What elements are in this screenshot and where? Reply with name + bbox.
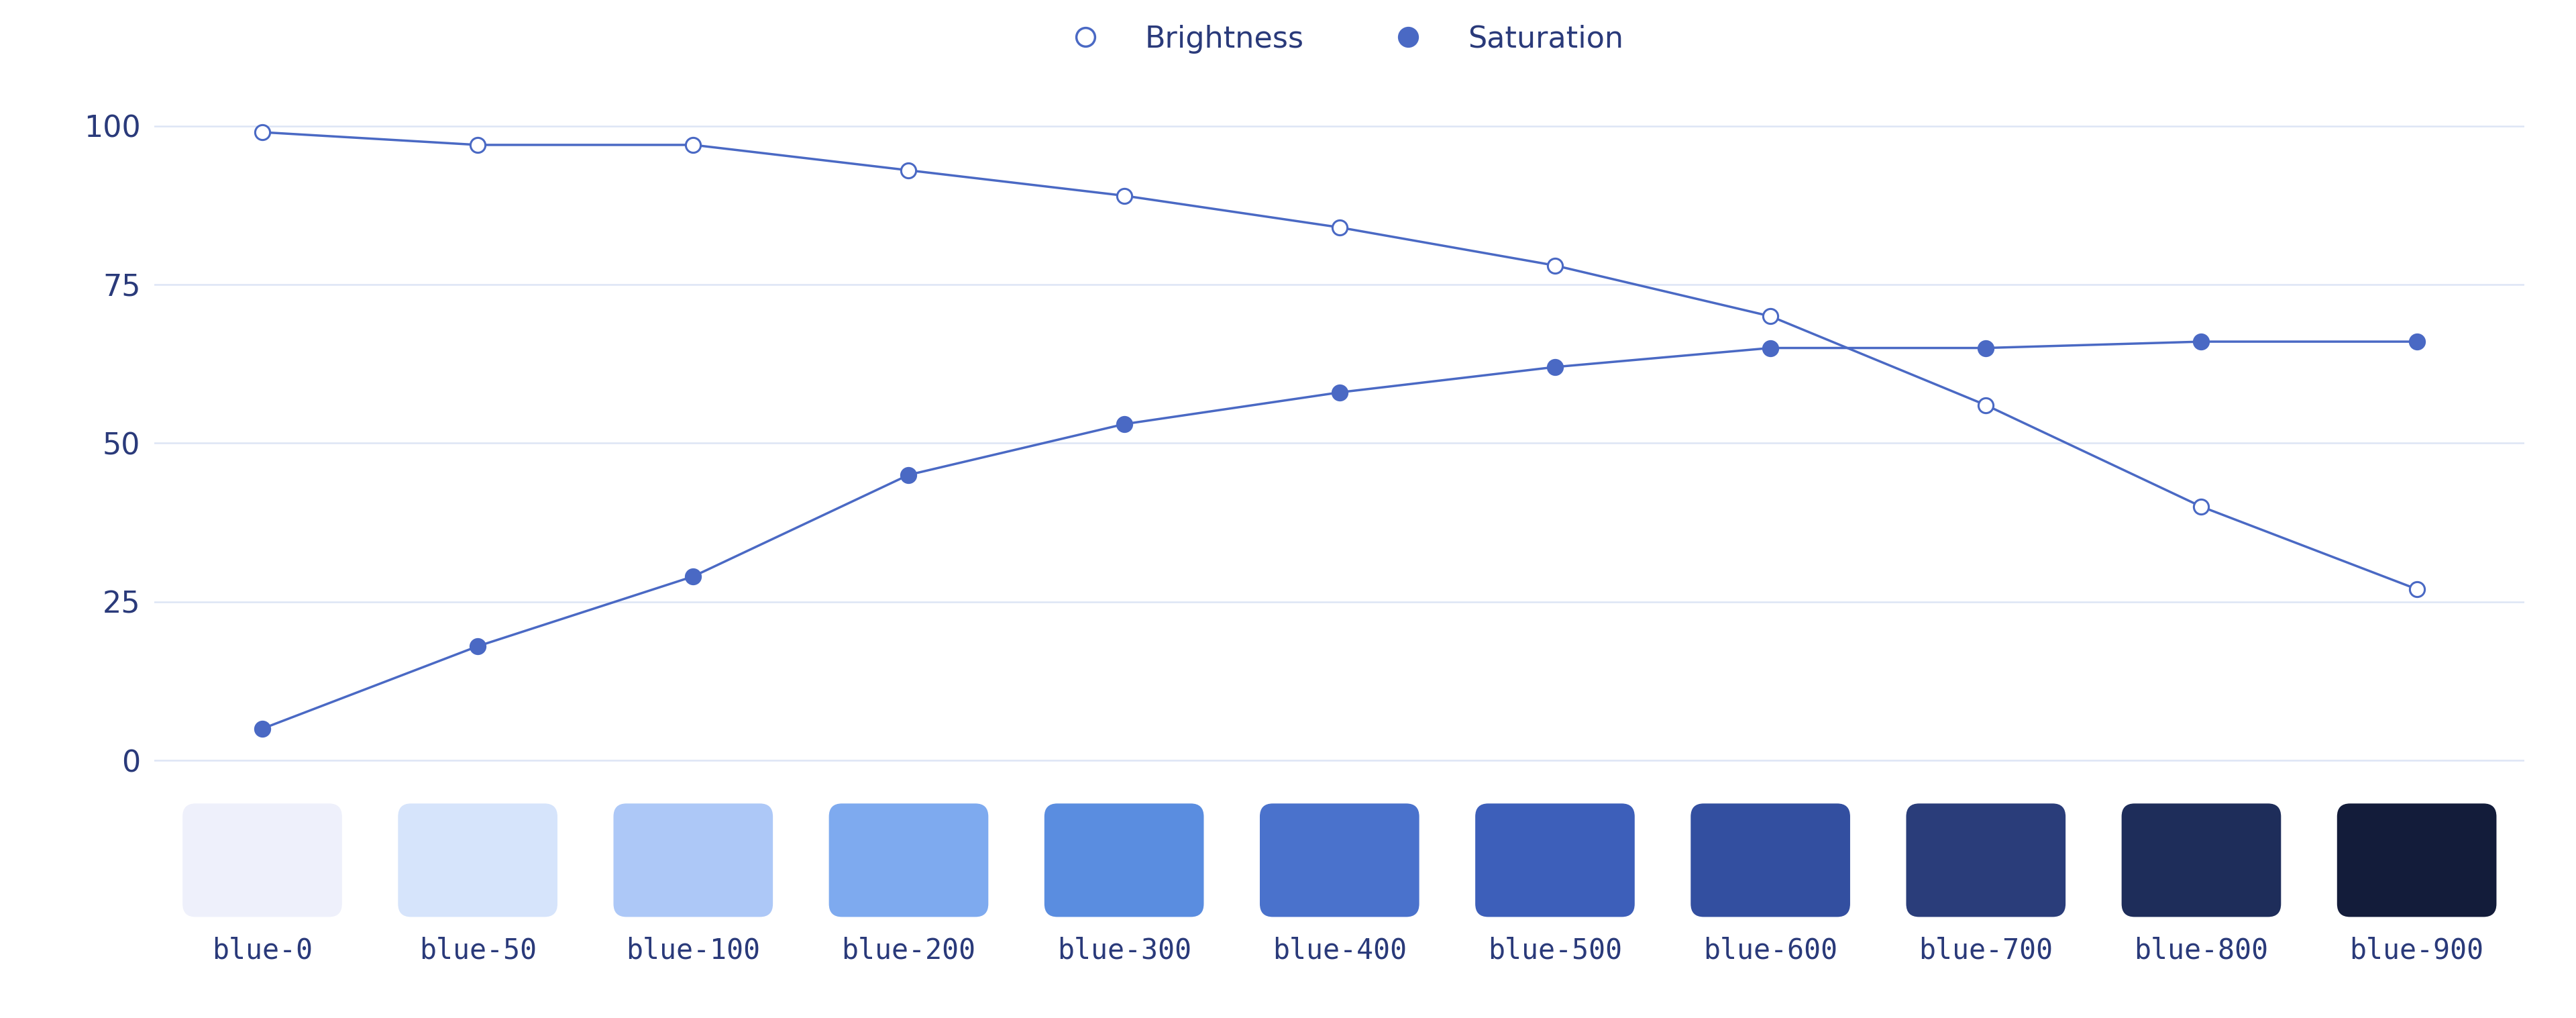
Saturation (1971, 342, 2002, 354)
Text: blue-400: blue-400 (1273, 937, 1406, 965)
FancyBboxPatch shape (1260, 803, 1419, 917)
Legend: Brightness, Saturation: Brightness, Saturation (1043, 12, 1636, 65)
Text: blue-500: blue-500 (1489, 937, 1623, 965)
Text: blue-0: blue-0 (211, 937, 312, 965)
Brightness (1540, 260, 1571, 272)
Brightness (247, 126, 278, 138)
Saturation (677, 570, 708, 582)
Text: blue-900: blue-900 (2349, 937, 2483, 965)
Text: blue-600: blue-600 (1703, 937, 1837, 965)
Brightness (1324, 221, 1355, 233)
FancyBboxPatch shape (183, 803, 343, 917)
FancyBboxPatch shape (399, 803, 556, 917)
Text: blue-200: blue-200 (842, 937, 976, 965)
Text: blue-300: blue-300 (1056, 937, 1190, 965)
FancyBboxPatch shape (829, 803, 989, 917)
Text: blue-800: blue-800 (2136, 937, 2269, 965)
Line: Saturation: Saturation (255, 334, 2424, 736)
Saturation (247, 723, 278, 735)
Line: Brightness: Brightness (255, 125, 2424, 597)
FancyBboxPatch shape (1690, 803, 1850, 917)
Brightness (461, 138, 492, 151)
Brightness (2401, 583, 2432, 596)
Text: blue-700: blue-700 (1919, 937, 2053, 965)
Brightness (2187, 501, 2218, 513)
Saturation (1754, 342, 1785, 354)
Text: blue-100: blue-100 (626, 937, 760, 965)
Brightness (1108, 189, 1139, 202)
Brightness (1971, 399, 2002, 411)
Saturation (2401, 336, 2432, 348)
Saturation (894, 468, 925, 480)
FancyBboxPatch shape (1906, 803, 2066, 917)
Saturation (1108, 418, 1139, 431)
FancyBboxPatch shape (613, 803, 773, 917)
Saturation (1324, 386, 1355, 398)
FancyBboxPatch shape (2336, 803, 2496, 917)
Text: blue-50: blue-50 (420, 937, 536, 965)
FancyBboxPatch shape (1476, 803, 1636, 917)
Saturation (1540, 361, 1571, 374)
FancyBboxPatch shape (2123, 803, 2280, 917)
FancyBboxPatch shape (1043, 803, 1203, 917)
Saturation (2187, 336, 2218, 348)
Saturation (461, 640, 492, 653)
Brightness (677, 138, 708, 151)
Brightness (1754, 310, 1785, 323)
Brightness (894, 164, 925, 176)
